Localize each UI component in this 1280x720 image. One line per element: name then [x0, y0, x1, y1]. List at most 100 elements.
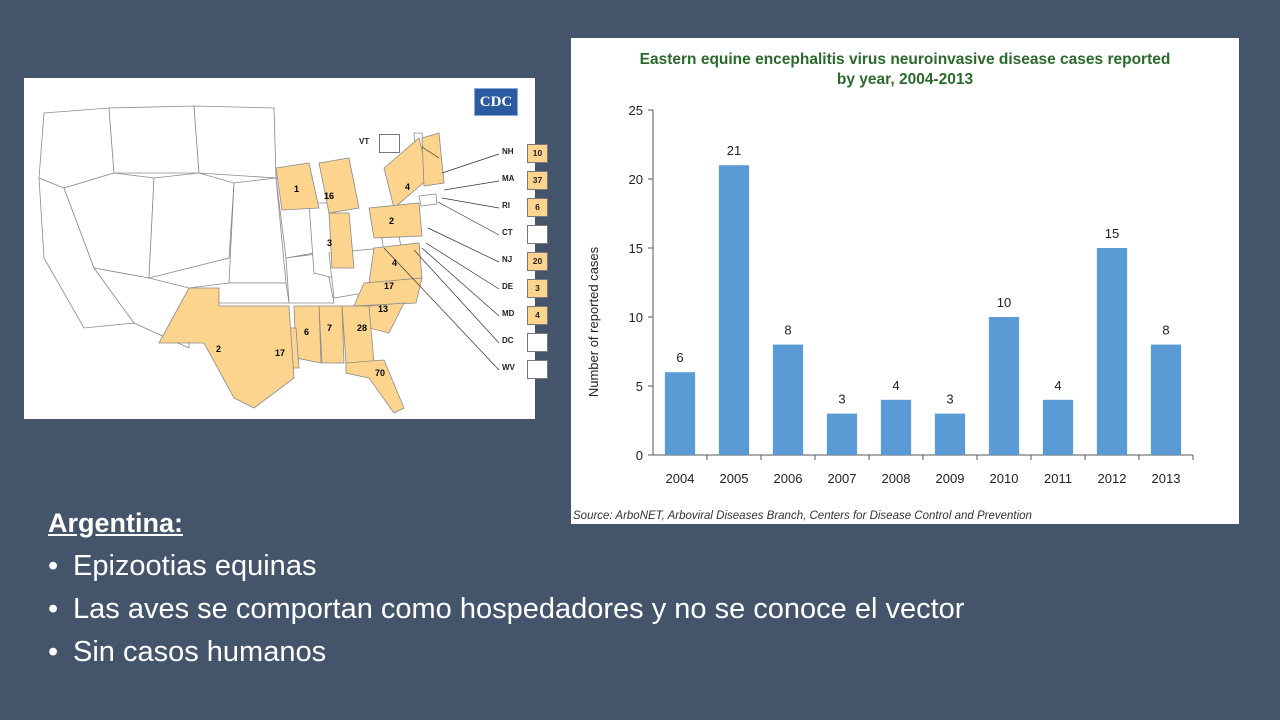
data-label: 4 — [892, 378, 899, 393]
us-map-panel: 1 16 3 4 2 4 17 13 28 7 6 17 2 70 CDC VT… — [24, 78, 548, 419]
legend-abbr: DE — [502, 282, 514, 291]
chart-title-line1: Eastern equine encephalitis virus neuroi… — [639, 51, 1171, 68]
legend-abbr: MD — [502, 309, 515, 318]
legend-row: MA 37 — [502, 171, 552, 191]
state-texas — [158, 287, 295, 409]
legend-value: 4 — [527, 306, 548, 325]
data-label: 3 — [838, 392, 845, 407]
state-michigan — [318, 157, 360, 214]
bar — [772, 344, 804, 455]
data-label: 15 — [1105, 226, 1119, 241]
x-tick-label: 2004 — [666, 471, 695, 486]
state-count-georgia: 28 — [357, 323, 368, 333]
x-tick-label: 2005 — [720, 471, 749, 486]
bar — [1096, 248, 1128, 455]
data-label: 3 — [946, 392, 953, 407]
state-count-wisconsin: 1 — [294, 184, 300, 194]
state-count-mississippi: 6 — [304, 327, 310, 337]
data-label: 8 — [784, 323, 791, 338]
bullet-item: Epizootias equinas — [48, 545, 964, 588]
x-tick-label: 2010 — [990, 471, 1019, 486]
data-label: 10 — [997, 295, 1011, 310]
legend-row: MD 4 — [502, 306, 552, 326]
legend-abbr: VT — [359, 137, 370, 146]
state-indiana — [328, 212, 355, 269]
state-florida — [345, 359, 405, 414]
x-tick-label: 2013 — [1152, 471, 1181, 486]
state-count-louisiana: 17 — [275, 348, 286, 358]
legend-value — [527, 333, 548, 352]
chart-title-line2: by year, 2004-2013 — [836, 71, 974, 88]
legend-abbr: RI — [502, 201, 510, 210]
legend-row: WV — [502, 360, 552, 380]
y-tick-label: 5 — [636, 379, 643, 394]
x-tick-label: 2012 — [1098, 471, 1127, 486]
argentina-heading: Argentina: — [48, 508, 183, 538]
legend-abbr: WV — [502, 363, 515, 372]
state-count-indiana: 3 — [327, 238, 333, 248]
state-wisconsin — [275, 162, 320, 211]
x-tick-label: 2009 — [936, 471, 965, 486]
legend-abbr: CT — [502, 228, 513, 237]
bar — [664, 372, 696, 455]
bar — [934, 413, 966, 455]
bar — [718, 165, 750, 455]
bullet-list: Epizootias equinas Las aves se comportan… — [48, 545, 964, 674]
y-tick-label: 25 — [629, 103, 643, 118]
legend-row: DC — [502, 333, 552, 353]
state-count-florida: 70 — [375, 368, 386, 378]
legend-row: NH 10 — [502, 144, 552, 164]
x-tick-label: 2007 — [828, 471, 857, 486]
chart-source: Source: ArboNET, Arboviral Diseases Bran… — [573, 510, 1032, 522]
state-count-pennsylvania: 2 — [389, 216, 395, 226]
legend-abbr: DC — [502, 336, 514, 345]
state-count-texas: 2 — [216, 344, 222, 354]
data-label: 21 — [727, 143, 741, 158]
chart-title: Eastern equine encephalitis virus neuroi… — [571, 50, 1239, 90]
legend-row: NJ 20 — [502, 252, 552, 272]
state-count-new-york: 4 — [405, 182, 411, 192]
bullet-item: Sin casos humanos — [48, 631, 964, 674]
state-count-alabama: 7 — [327, 323, 333, 333]
x-tick-label: 2008 — [882, 471, 911, 486]
state-count-virginia: 4 — [392, 258, 398, 268]
legend-value: 10 — [527, 144, 548, 163]
legend-value: 20 — [527, 252, 548, 271]
bar — [880, 399, 912, 455]
legend-value: 3 — [527, 279, 548, 298]
bar-chart: Number of reported cases 0 5 10 15 20 25 6 2004… — [586, 103, 1194, 486]
legend-value — [527, 360, 548, 379]
state-pennsylvania — [368, 202, 423, 239]
state-rockies — [148, 172, 235, 279]
state-alabama — [318, 305, 345, 364]
legend-abbr: NJ — [502, 255, 513, 264]
bar — [1042, 399, 1074, 455]
legend-value: 37 — [527, 171, 548, 190]
legend-value: 6 — [527, 198, 548, 217]
us-map — [38, 105, 500, 414]
data-label: 8 — [1162, 323, 1169, 338]
state-new-england — [421, 132, 445, 187]
x-tick-label: 2006 — [774, 471, 803, 486]
y-tick-label: 15 — [629, 241, 643, 256]
state-count-michigan: 16 — [324, 191, 335, 201]
x-tick-label: 2011 — [1044, 471, 1072, 486]
state-north-plains — [193, 105, 277, 179]
argentina-notes: Argentina: Epizootias equinas Las aves s… — [48, 508, 964, 674]
state-ct — [418, 193, 438, 207]
state-central-plains — [228, 177, 287, 284]
y-tick-label: 20 — [629, 172, 643, 187]
y-axis-label: Number of reported cases — [586, 246, 601, 397]
bar — [988, 317, 1020, 455]
bar — [1150, 344, 1182, 455]
bar — [826, 413, 858, 455]
legend-box — [379, 134, 400, 153]
state-west-central — [108, 105, 200, 174]
bar-chart-panel: Eastern equine encephalitis virus neuroi… — [571, 38, 1239, 524]
state-georgia — [341, 305, 375, 364]
y-tick-label: 10 — [629, 310, 643, 325]
state-count-north-carolina: 17 — [384, 281, 395, 291]
state-north-carolina — [353, 277, 423, 307]
legend-value — [527, 225, 548, 244]
cdc-logo: CDC — [474, 88, 518, 116]
